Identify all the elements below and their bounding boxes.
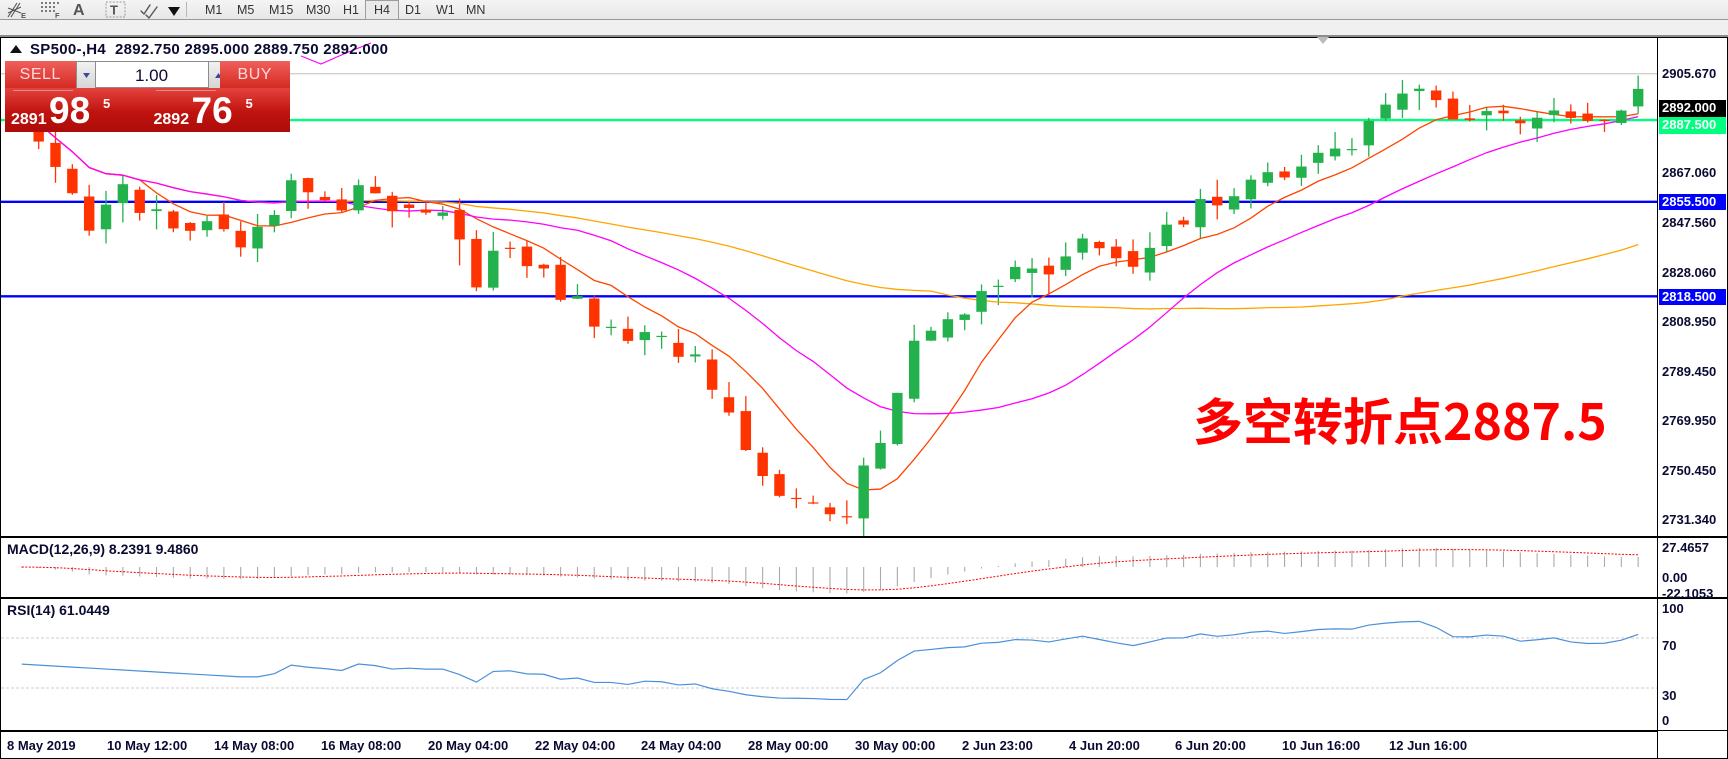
- svg-text:E: E: [21, 11, 26, 19]
- svg-text:A: A: [73, 2, 85, 19]
- svg-text:T: T: [110, 3, 118, 18]
- svg-text:F: F: [55, 11, 60, 19]
